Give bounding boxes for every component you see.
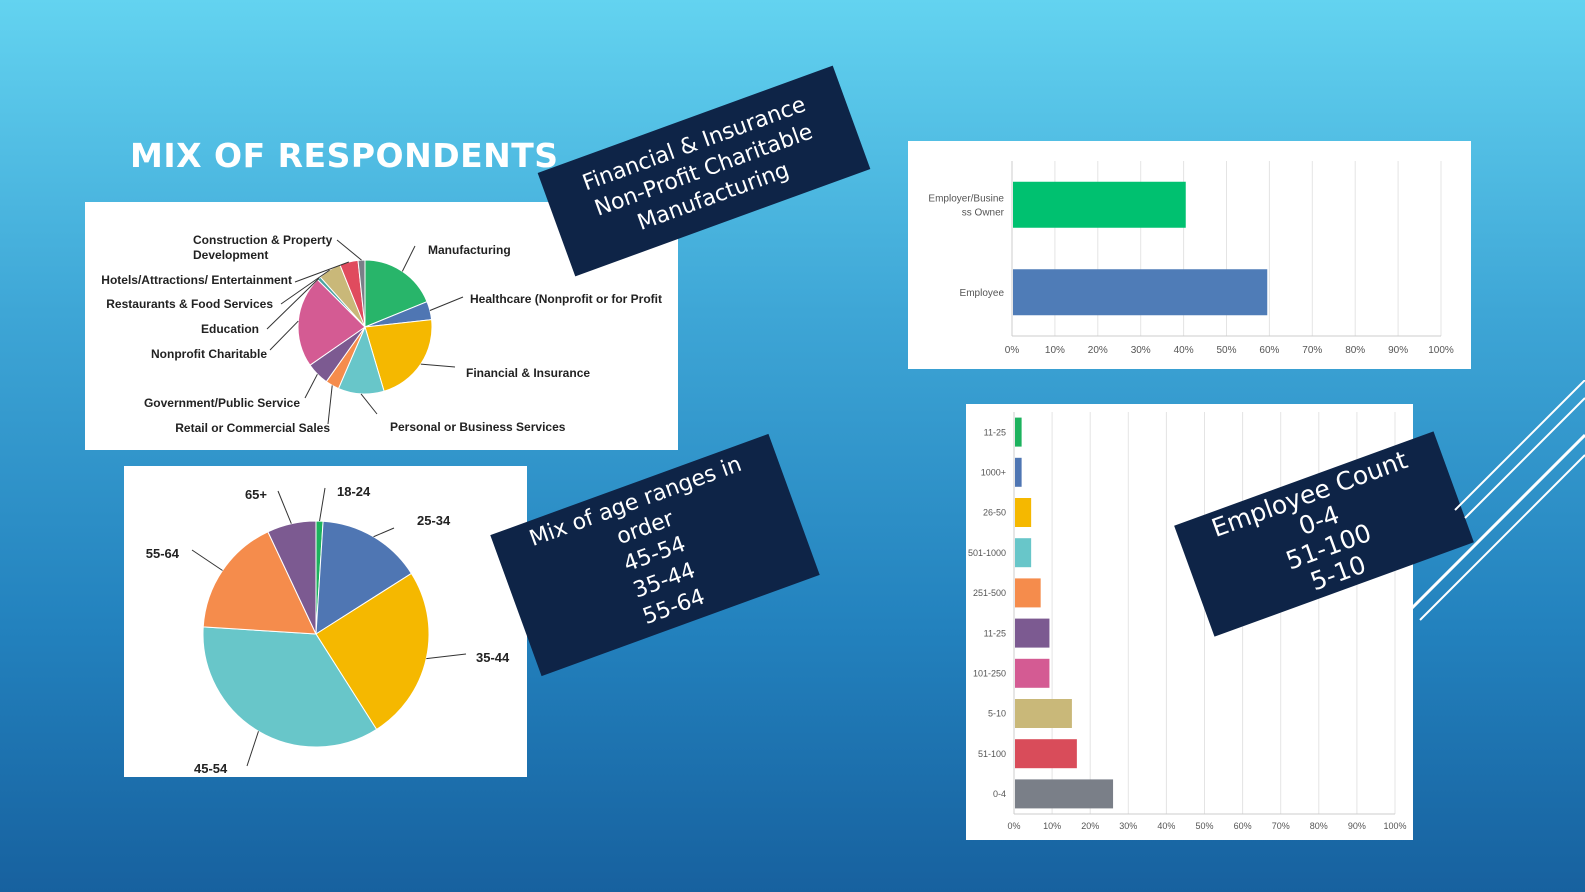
y-category-label: 251-500 (973, 588, 1006, 598)
y-category-label: 51-100 (978, 749, 1006, 759)
pie-label: 45-54 (194, 761, 228, 776)
pie-label: Education (201, 322, 259, 336)
y-category-label: 1000+ (981, 467, 1006, 477)
x-tick-label: 60% (1259, 345, 1279, 356)
pie-slice-65 (267, 520, 317, 635)
bar-0-4 (1015, 779, 1114, 809)
x-tick-label: 90% (1348, 821, 1366, 831)
x-tick-label: 10% (1043, 821, 1061, 831)
pie-slice-35-44 (315, 572, 430, 731)
x-tick-label: 70% (1272, 821, 1290, 831)
x-tick-label: 20% (1088, 345, 1108, 356)
pie-leader-line (294, 261, 350, 283)
bar-employer-business-owner (1013, 181, 1186, 228)
y-category-label: 26-50 (983, 508, 1006, 518)
bar-11-25 (1015, 417, 1022, 447)
bar-501-1000 (1015, 538, 1032, 568)
pie-label: Construction & Property Development (193, 233, 333, 262)
pie-label: Manufacturing (428, 243, 511, 257)
pie-leader-line (426, 653, 467, 660)
pie-label: Financial & Insurance (466, 366, 590, 380)
age-pie-chart: 18-24 25-34 35-44 45-54 55-64 65+ (146, 484, 510, 776)
x-tick-label: 10% (1045, 345, 1065, 356)
bar-51-100 (1015, 739, 1077, 769)
pie-label: Government/Public Service (144, 396, 300, 410)
pie-leader-line (327, 385, 333, 425)
industry-pie-chart: Manufacturing Healthcare (Nonprofit or fo… (101, 233, 662, 435)
pie-leader-line (360, 393, 378, 415)
pie-slice-construction-property-development (357, 259, 366, 328)
pie-leader-line (191, 549, 223, 571)
pie-leader-line (269, 320, 299, 351)
x-tick-label: 40% (1174, 345, 1194, 356)
bar-5-10 (1015, 699, 1072, 728)
pie-leader-line (319, 487, 326, 522)
pie-label: Healthcare (Nonprofit or for Profit (470, 292, 662, 306)
pie-slice-25-34 (315, 520, 413, 635)
x-tick-label: 100% (1383, 821, 1406, 831)
pie-label: 55-64 (146, 546, 180, 561)
pie-leader-line (336, 239, 362, 261)
pie-leader-line (373, 527, 395, 538)
pie-leader-line (420, 363, 456, 368)
x-tick-label: 70% (1302, 345, 1322, 356)
pie-leader-line (429, 296, 464, 311)
pie-slice-45-54 (202, 626, 378, 748)
x-tick-label: 30% (1119, 821, 1137, 831)
age-pie-panel: 18-24 25-34 35-44 45-54 55-64 65+ (124, 466, 527, 777)
y-category-label: 101-250 (973, 668, 1006, 678)
y-category-label: Employer/Busine ss Owner (928, 193, 1004, 218)
pie-slice-55-64 (202, 531, 317, 635)
pie-leader-line (266, 278, 320, 330)
y-category-label: Employee (960, 288, 1005, 299)
pie-leader-line (304, 373, 318, 399)
y-category-label: 0-4 (993, 789, 1006, 799)
pie-label: Personal or Business Services (390, 420, 566, 434)
employee-count-bar-chart: 0% 10% 20% 30% 40% 50% 60% 70% 80% 90% 100% 11-25 10… (968, 412, 1407, 831)
bar-11-25 (1015, 618, 1050, 648)
decorative-lines (1410, 380, 1585, 621)
pie-label: Nonprofit Charitable (151, 347, 267, 361)
slide-title: MIX OF RESPONDENTS (130, 136, 559, 175)
x-tick-label: 20% (1081, 821, 1099, 831)
y-category-label: 5-10 (988, 709, 1006, 719)
x-tick-label: 0% (1005, 345, 1020, 356)
bar-1000 (1015, 457, 1022, 487)
x-tick-label: 50% (1216, 345, 1236, 356)
pie-label: Retail or Commercial Sales (175, 421, 330, 435)
pie-label: Hotels/Attractions/ Entertainment (101, 273, 292, 287)
y-category-label: 501-1000 (968, 548, 1006, 558)
bar-employee (1013, 269, 1268, 316)
industry-callout: Financial & Insurance Non-Profit Charita… (537, 65, 871, 277)
x-tick-label: 60% (1234, 821, 1252, 831)
pie-label: Restaurants & Food Services (106, 297, 273, 311)
x-tick-label: 50% (1195, 821, 1213, 831)
x-tick-label: 80% (1310, 821, 1328, 831)
y-category-label: 11-25 (984, 427, 1006, 437)
age-callout: Mix of age ranges in order 45-54 35-44 5… (490, 433, 820, 677)
pie-leader-line (401, 245, 416, 272)
x-tick-label: 0% (1007, 821, 1020, 831)
pie-slice-financial-insurance (364, 319, 433, 392)
bar-26-50 (1015, 498, 1032, 527)
y-category-label: 11-25 (984, 628, 1006, 638)
pie-label: 18-24 (337, 484, 371, 499)
pie-label: 25-34 (417, 513, 451, 528)
bar-251-500 (1015, 578, 1041, 608)
pie-leader-line (277, 490, 292, 524)
x-tick-label: 100% (1428, 345, 1454, 356)
pie-label: 65+ (245, 487, 267, 502)
x-tick-label: 90% (1388, 345, 1408, 356)
pie-label: 35-44 (476, 650, 510, 665)
x-tick-label: 40% (1157, 821, 1175, 831)
role-bar-chart: 0% 10% 20% 30% 40% 50% 60% 70% 80% 90% 100% Employe… (928, 161, 1454, 356)
x-tick-label: 80% (1345, 345, 1365, 356)
pie-leader-line (246, 731, 259, 767)
role-bar-panel: 0% 10% 20% 30% 40% 50% 60% 70% 80% 90% 100% Employe… (908, 141, 1471, 369)
bar-101-250 (1015, 658, 1050, 688)
x-tick-label: 30% (1131, 345, 1151, 356)
pie-leader-line (280, 269, 330, 305)
